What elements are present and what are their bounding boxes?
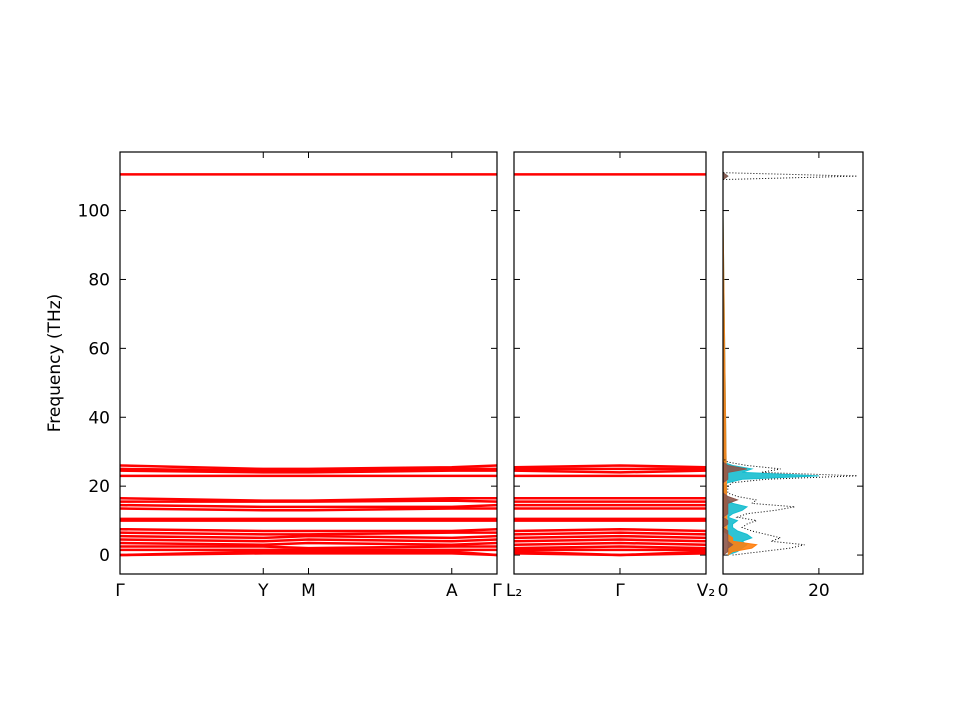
band <box>513 531 707 536</box>
plot-frame <box>119 151 498 575</box>
y-tick-label: 80 <box>88 270 110 290</box>
band <box>513 464 707 469</box>
band <box>119 541 498 546</box>
y-tick-label: 20 <box>88 477 110 497</box>
x-tick-label: 20 <box>808 581 830 601</box>
band <box>119 503 498 509</box>
band <box>119 467 497 472</box>
band <box>119 507 497 512</box>
x-tick-label: Γ <box>615 581 625 601</box>
band <box>513 538 707 543</box>
x-tick-label: Γ <box>492 581 502 601</box>
x-tick-label: A <box>446 581 458 601</box>
x-tick-label: M <box>301 581 316 601</box>
band <box>119 464 498 471</box>
band <box>119 527 498 533</box>
y-tick-label: 100 <box>78 202 110 222</box>
band <box>119 534 498 540</box>
x-tick-label: 0 <box>718 581 729 601</box>
y-axis-label: Frequency (THz) <box>45 294 65 433</box>
x-tick-label: V₂ <box>697 581 715 601</box>
y-tick-label: 0 <box>99 546 110 566</box>
y-tick-label: 60 <box>88 339 110 359</box>
x-tick-label: Y <box>257 581 269 601</box>
band <box>120 499 498 503</box>
band <box>513 534 707 540</box>
band <box>119 469 497 474</box>
band <box>120 545 497 550</box>
band <box>513 527 707 533</box>
band <box>119 538 498 543</box>
dos-curve <box>722 172 858 556</box>
dos-curve <box>722 172 819 556</box>
y-tick-label: 40 <box>88 408 110 428</box>
band <box>119 531 497 536</box>
x-tick-label: L₂ <box>506 581 522 601</box>
x-tick-label: Γ <box>115 581 125 601</box>
band <box>513 541 707 546</box>
band <box>119 552 498 557</box>
plot-frame <box>722 151 864 575</box>
dos-curve <box>722 172 748 556</box>
band <box>513 469 707 474</box>
plot-frame <box>513 151 707 575</box>
band <box>513 552 707 557</box>
band <box>513 545 707 550</box>
